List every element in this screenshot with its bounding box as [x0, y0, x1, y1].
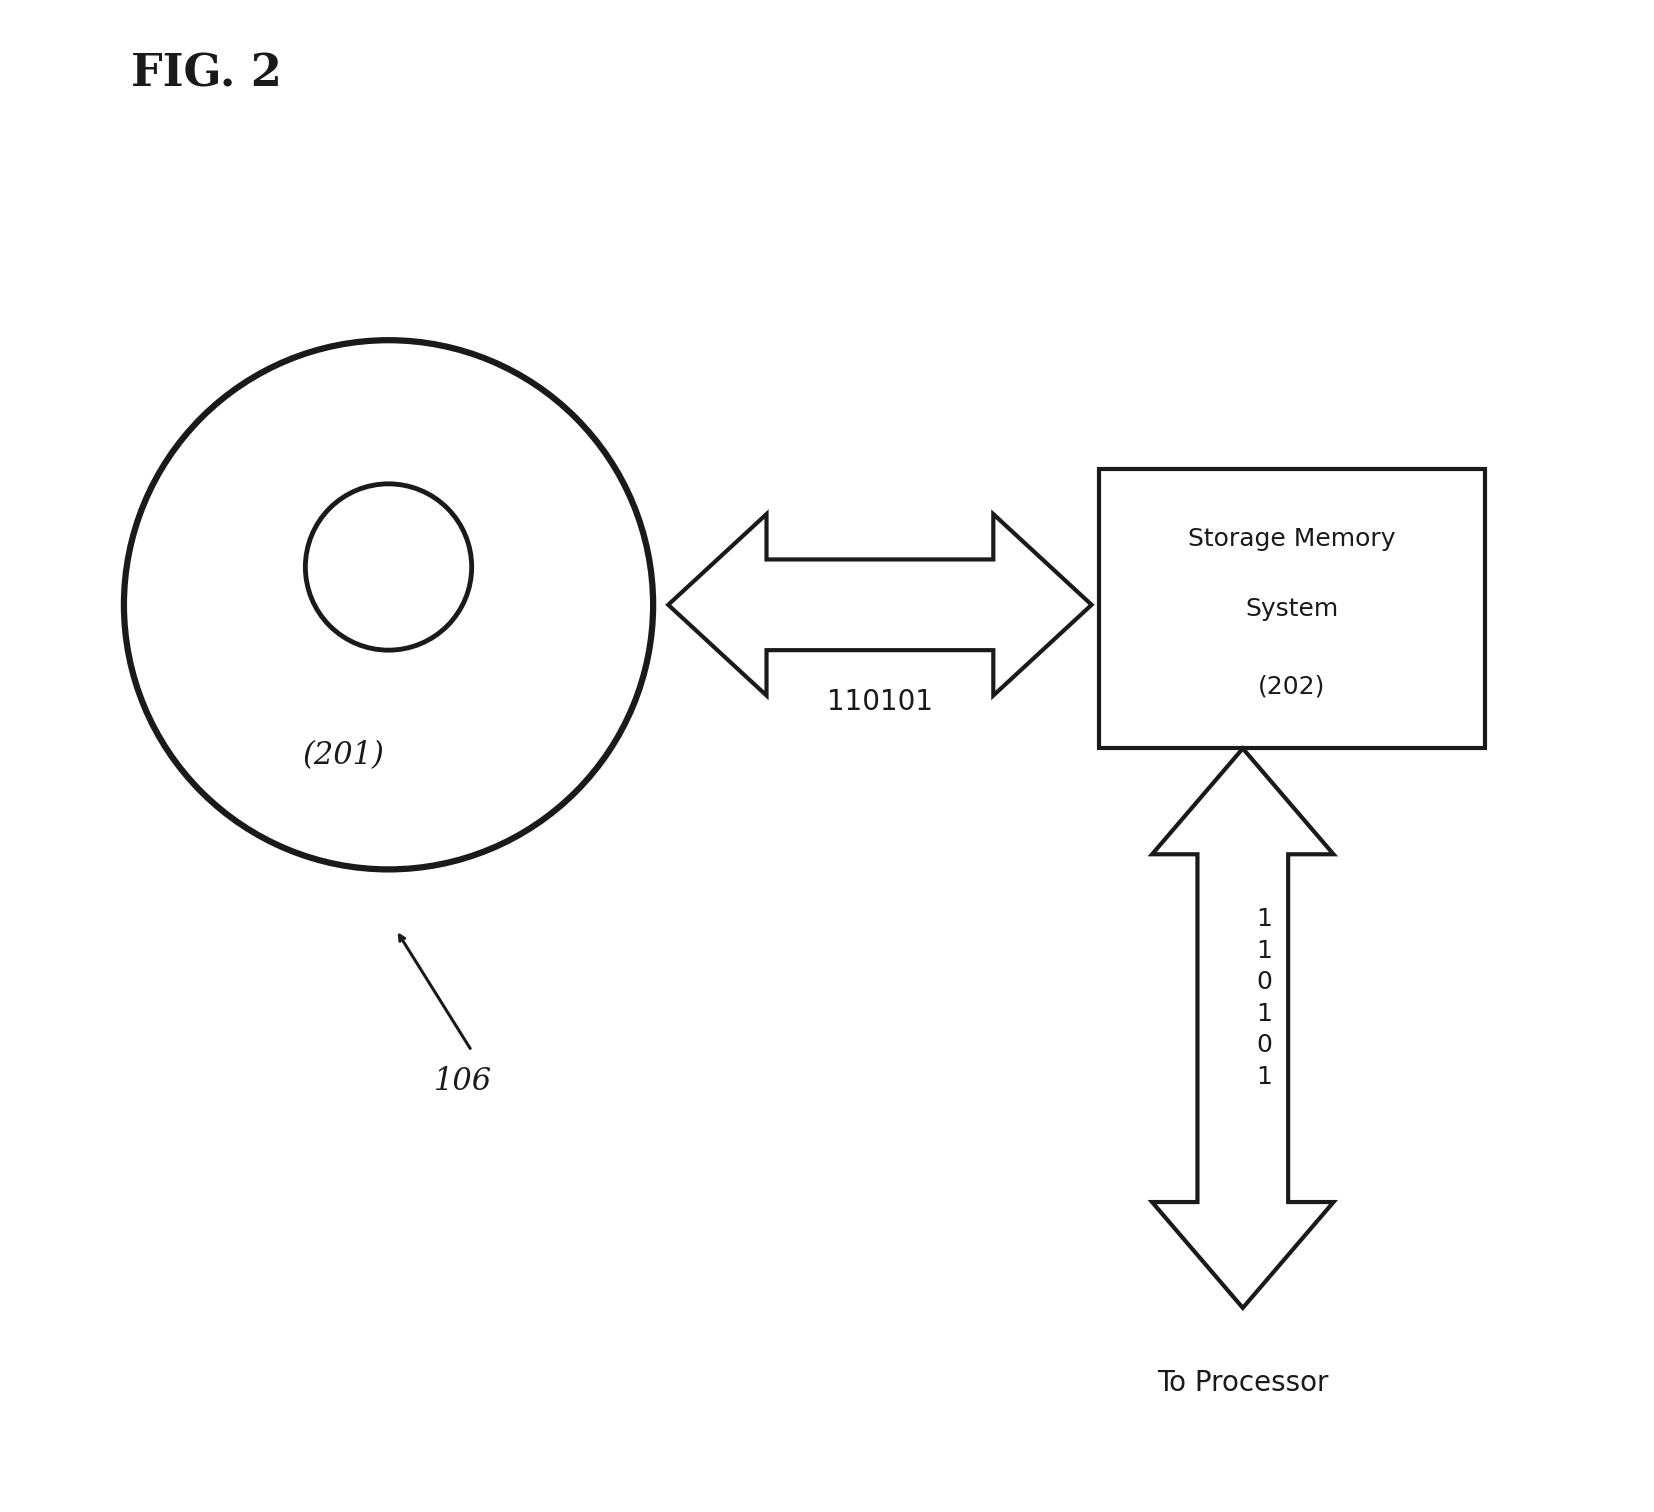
- Text: (201): (201): [303, 741, 384, 771]
- Bar: [1100, 469, 1485, 748]
- Polygon shape: [668, 514, 1092, 696]
- Ellipse shape: [124, 340, 653, 869]
- Ellipse shape: [306, 484, 471, 650]
- Text: To Processor: To Processor: [1158, 1370, 1328, 1397]
- Polygon shape: [1153, 748, 1333, 1308]
- Text: 106: 106: [433, 1066, 491, 1096]
- Text: FIG. 2: FIG. 2: [131, 53, 283, 95]
- Text: Storage Memory: Storage Memory: [1188, 526, 1396, 550]
- Text: (202): (202): [1259, 674, 1325, 699]
- Text: 110101: 110101: [827, 688, 933, 717]
- Text: 1
1
0
1
0
1: 1 1 0 1 0 1: [1257, 907, 1272, 1089]
- Text: System: System: [1245, 597, 1338, 620]
